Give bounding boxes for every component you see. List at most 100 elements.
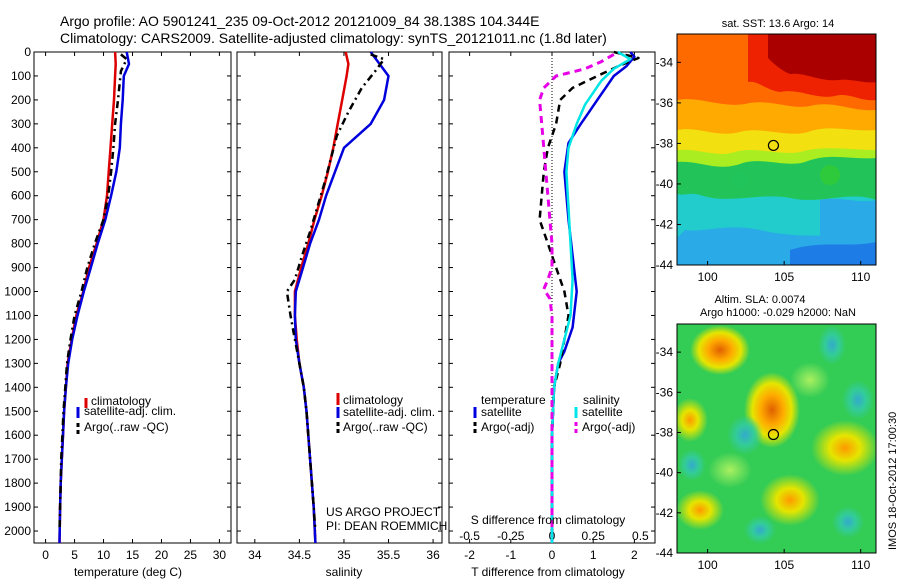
depth-tick-label: 600: [11, 189, 31, 203]
map-y-tick-label: -42: [656, 506, 674, 520]
depth-tick-label: 1500: [4, 404, 31, 418]
figure-title-line1: Argo profile: AO 5901241_235 09-Oct-2012…: [60, 13, 540, 29]
depth-tick-label: 1100: [5, 308, 31, 322]
depth-tick-label: 900: [11, 261, 31, 275]
map-y-tick-label: -34: [656, 55, 674, 69]
map-y-tick-label: -38: [656, 425, 674, 439]
temperature-profile-panel: 0100200300400500600700800900100011001200…: [4, 45, 232, 562]
series-line-1: [58, 51, 131, 544]
depth-tick-label: 200: [11, 93, 31, 107]
plot-frame: [236, 51, 443, 544]
argo-location-marker: [767, 139, 780, 152]
depth-tick-label: 400: [11, 141, 31, 155]
map-y-tick-label: -38: [656, 136, 674, 150]
series-line-3: [538, 53, 615, 531]
x-tick-label: 34.5: [288, 548, 312, 562]
map-x-tick-label: 110: [851, 270, 870, 284]
x-tick-label: 20: [155, 548, 169, 562]
map-y-tick-label: -36: [656, 385, 674, 399]
map-x-tick-label: 100: [698, 558, 718, 572]
legend-satellite-adj: satellite-adj. clim.: [343, 405, 435, 419]
temperature-axis-label: temperature (deg C): [74, 565, 182, 579]
depth-tick-label: 0: [24, 45, 31, 59]
series-line-2: [550, 50, 632, 543]
depth-tick-label: 1200: [4, 332, 31, 346]
sla-map-title-line1: Altim. SLA: 0.0074: [714, 294, 805, 306]
depth-tick-label: 1300: [4, 356, 31, 370]
legend-sal-satellite: satellite: [582, 405, 623, 419]
sst-map-title: sat. SST: 13.6 Argo: 14: [722, 18, 835, 30]
figure-title-line2: Climatology: CARS2009. Satellite-adjuste…: [60, 30, 607, 46]
legend-header-temperature: temperature: [481, 393, 546, 407]
x-tick-label: 30: [213, 548, 227, 562]
legend-temp-satellite: satellite: [481, 405, 522, 419]
map-y-tick-label: -44: [656, 258, 674, 272]
legend-argo-raw: Argo(..raw -QC): [84, 420, 169, 434]
series-line-1: [538, 50, 640, 531]
depth-tick-label: 1800: [4, 476, 31, 490]
sla-map-title-line2: Argo h1000: -0.029 h2000: NaN: [700, 307, 856, 319]
s-diff-tick-label: 0.25: [582, 529, 606, 543]
salinity-legend: climatology satellite-adj. clim. Argo(..…: [336, 393, 435, 434]
x-tick-label: 35: [337, 548, 351, 562]
depth-tick-label: 800: [11, 237, 31, 251]
legend-climatology: climatology: [343, 393, 403, 407]
s-diff-tick-label: -0.5: [459, 529, 480, 543]
depth-tick-label: 500: [11, 165, 31, 179]
depth-tick-label: 100: [11, 69, 31, 83]
x-tick-label: -2: [464, 548, 475, 562]
series-line-2: [58, 53, 128, 532]
difference-profile-panel: -2 -1 0 1 2-0.5 -0.25 0 0.25 0.5: [448, 50, 656, 562]
imos-timestamp-label: IMOS 18-Oct-2012 17:00:30: [887, 412, 899, 550]
depth-tick-label: 1400: [4, 380, 31, 394]
difference-legend: temperature salinity satellite Argo(-adj…: [473, 393, 635, 434]
plot-frame: [33, 51, 232, 544]
sla-map-frame: [676, 323, 877, 554]
x-tick-label: 5: [71, 548, 78, 562]
temperature-legend: climatology satellite-adj. clim. Argo(..…: [76, 394, 176, 434]
x-tick-label: 0: [549, 548, 556, 562]
legend-satellite-adj: satellite-adj. clim.: [84, 404, 176, 418]
sst-map-axes: 100 105 110 -34 -36 -38 -40 -42 -44: [656, 55, 871, 284]
depth-tick-label: 2000: [4, 524, 31, 538]
depth-tick-label: 700: [11, 213, 31, 227]
map-x-tick-label: 100: [698, 270, 718, 284]
map-x-tick-label: 105: [774, 558, 794, 572]
legend-climatology: climatology: [91, 394, 151, 408]
x-tick-label: 25: [184, 548, 198, 562]
map-y-tick-label: -40: [656, 466, 674, 480]
s-diff-tick-label: -0.25: [497, 529, 525, 543]
sla-map-axes: 100 105 110 -34 -36 -38 -40 -42 -44: [656, 345, 871, 572]
map-y-tick-label: -36: [656, 96, 674, 110]
sst-heatmap: [677, 34, 876, 265]
depth-tick-label: 1700: [4, 452, 31, 466]
project-annotation-line1: US ARGO PROJECT: [326, 505, 441, 519]
map-y-tick-label: -34: [656, 345, 674, 359]
series-line-0: [58, 51, 117, 544]
s-difference-axis-label: S difference from climatology: [471, 513, 626, 527]
x-tick-label: 0: [42, 548, 49, 562]
map-x-tick-label: 105: [774, 270, 794, 284]
legend-sal-argo: Argo(-adj): [582, 420, 635, 434]
legend-argo-raw: Argo(..raw -QC): [343, 420, 428, 434]
x-tick-label: 36: [426, 548, 440, 562]
t-difference-axis-label: T difference from climatology: [471, 565, 625, 579]
series-line-2: [285, 53, 386, 532]
map-y-tick-label: -40: [656, 177, 674, 191]
x-tick-label: 35.5: [377, 548, 401, 562]
legend-temp-argo: Argo(-adj): [481, 420, 534, 434]
x-tick-label: 1: [590, 548, 597, 562]
depth-tick-label: 1000: [4, 285, 31, 299]
series-line-0: [293, 51, 350, 544]
map-y-tick-label: -42: [656, 217, 674, 231]
legend-header-salinity: salinity: [583, 393, 620, 407]
series-line-1: [293, 51, 390, 544]
x-tick-label: 2: [631, 548, 638, 562]
depth-tick-label: 300: [11, 117, 31, 131]
x-tick-label: 10: [97, 548, 111, 562]
s-diff-tick-label: 0.5: [632, 529, 649, 543]
depth-tick-label: 1600: [4, 428, 31, 442]
depth-tick-label: 1900: [4, 500, 31, 514]
project-annotation-line2: PI: DEAN ROEMMICH: [326, 519, 447, 533]
